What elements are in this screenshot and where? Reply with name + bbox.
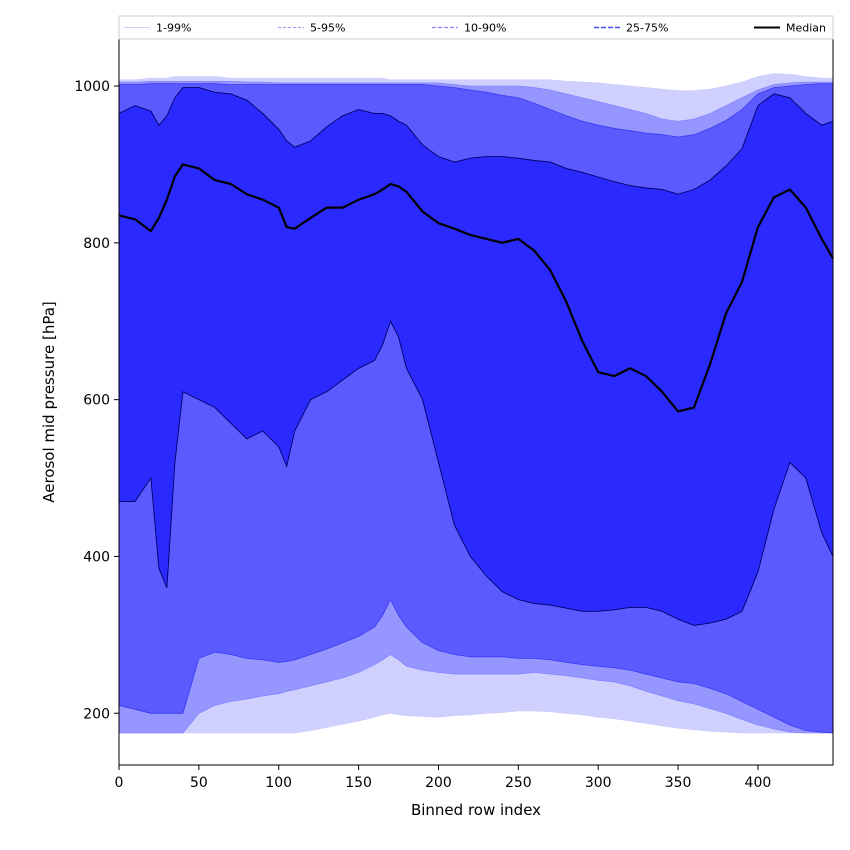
legend-item-median: Median [754,22,826,35]
y-axis-ticks: 200 400 600 800 1000 [74,79,119,722]
x-axis-label: Binned row index [411,801,541,819]
y-tick-label: 800 [83,236,110,252]
legend-label-5-95: 5-95% [310,22,345,35]
median-line [118,163,834,413]
legend-item-5-95: 5-95% [278,22,345,35]
y-tick-label: 200 [83,706,110,722]
y-tick-label: 600 [83,393,110,409]
x-tick-label: 300 [585,775,612,791]
x-tick-label: 200 [425,775,452,791]
legend: 1-99% 5-95% 10-90% 25-75% Median [118,15,834,40]
x-tick-label: 0 [115,775,124,791]
x-tick-label: 150 [345,775,372,791]
y-tick-label: 1000 [74,79,110,95]
y-tick-label: 400 [83,549,110,565]
legend-box [118,15,834,40]
x-tick-label: 250 [505,775,532,791]
legend-label-1-99: 1-99% [156,22,191,35]
legend-item-25-75: 25-75% [594,22,668,35]
x-tick-label: 100 [265,775,292,791]
legend-label-10-90: 10-90% [464,22,506,35]
legend-label-25-75: 25-75% [626,22,668,35]
x-axis-ticks: 0 50 100 150 200 250 300 350 400 [115,765,772,791]
legend-item-10-90: 10-90% [432,22,506,35]
x-tick-label: 50 [190,775,208,791]
x-tick-label: 350 [665,775,692,791]
legend-label-median: Median [786,22,826,35]
plot-area [118,73,834,734]
legend-item-1-99: 1-99% [124,22,191,35]
x-tick-label: 400 [745,775,772,791]
y-axis-label: Aerosol mid pressure [hPa] [40,301,58,503]
